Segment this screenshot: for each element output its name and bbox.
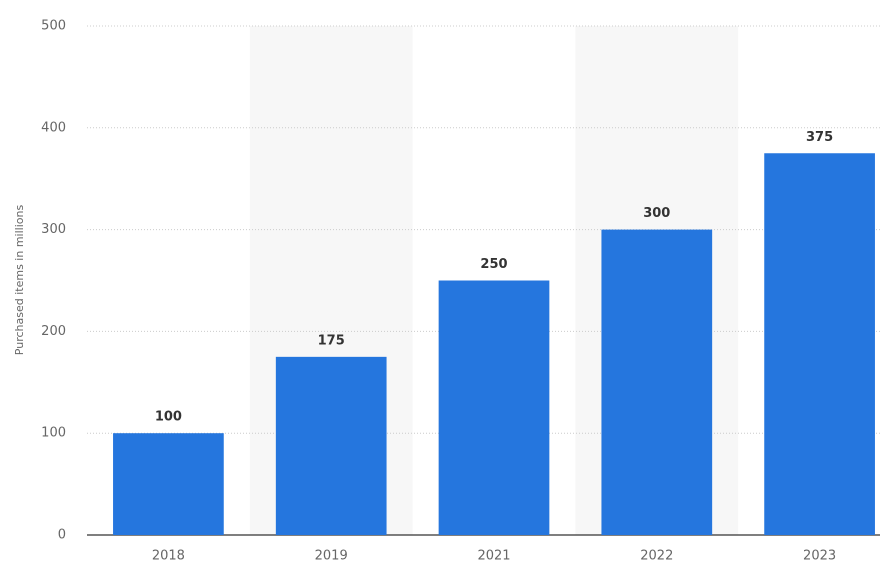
value-label: 175: [318, 333, 345, 348]
x-tick-label: 2021: [477, 549, 510, 564]
value-label: 375: [806, 130, 833, 145]
y-tick-label: 200: [41, 324, 66, 339]
value-label: 300: [643, 206, 670, 221]
value-label: 250: [480, 257, 507, 272]
y-tick-label: 100: [41, 426, 66, 441]
y-tick-label: 400: [41, 120, 66, 135]
y-tick-label: 500: [41, 19, 66, 34]
bar: [438, 280, 550, 535]
x-tick-label: 2019: [315, 549, 348, 564]
x-tick-label: 2022: [640, 549, 673, 564]
x-tick-label: 2018: [152, 549, 185, 564]
bar: [601, 229, 713, 535]
bar: [275, 356, 387, 535]
value-label: 100: [155, 410, 182, 425]
bar: [113, 433, 224, 535]
y-tick-label: 300: [41, 222, 66, 237]
bar: [764, 153, 875, 535]
y-tick-label: 0: [58, 528, 66, 543]
y-axis-label: Purchased items in millions: [13, 205, 26, 356]
x-tick-label: 2023: [803, 549, 836, 564]
